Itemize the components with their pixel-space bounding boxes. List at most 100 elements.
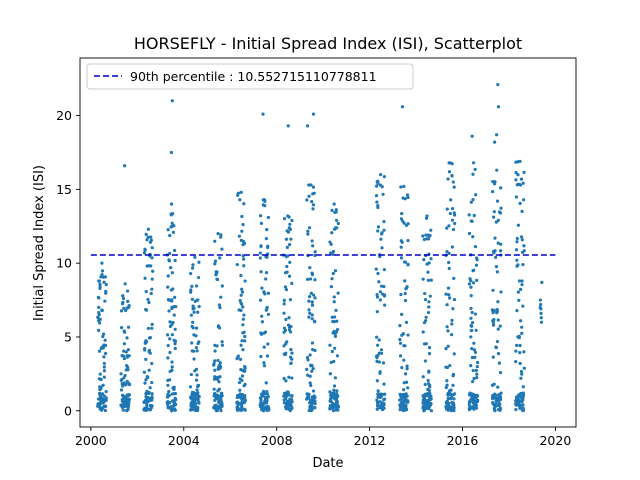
data-point — [399, 256, 404, 260]
data-point — [119, 372, 123, 376]
data-point — [307, 194, 311, 198]
data-point — [421, 277, 425, 281]
data-point — [313, 278, 317, 282]
data-point — [266, 215, 271, 220]
data-point — [378, 406, 382, 410]
data-point — [495, 199, 500, 203]
data-point — [491, 323, 496, 327]
data-point — [236, 355, 240, 359]
data-point — [470, 219, 474, 223]
data-point — [472, 348, 477, 352]
data-point — [103, 351, 108, 356]
data-point — [497, 393, 502, 398]
data-point — [171, 230, 176, 234]
data-point — [282, 401, 286, 405]
data-point — [150, 256, 154, 260]
data-point — [496, 398, 500, 402]
data-point — [286, 254, 290, 258]
data-point — [313, 399, 317, 403]
data-point — [514, 160, 518, 164]
data-point — [240, 398, 244, 402]
data-point — [335, 408, 339, 412]
data-point — [213, 349, 217, 353]
data-point — [264, 381, 268, 385]
data-point — [516, 263, 520, 267]
data-point — [125, 393, 129, 397]
data-point — [124, 308, 128, 313]
data-point — [219, 233, 223, 237]
data-point — [404, 407, 408, 411]
data-point — [100, 269, 105, 273]
data-point — [517, 279, 522, 283]
data-point — [289, 399, 293, 403]
data-point — [429, 409, 434, 413]
data-point — [333, 334, 338, 338]
data-point — [98, 285, 102, 289]
data-point — [518, 287, 523, 291]
data-point — [220, 343, 224, 347]
data-point — [451, 307, 455, 311]
data-point — [282, 298, 286, 302]
data-point — [142, 370, 146, 374]
data-point — [491, 179, 495, 184]
data-point — [167, 389, 171, 394]
data-point — [492, 210, 496, 214]
data-point — [474, 263, 479, 267]
data-point — [240, 290, 245, 294]
data-point — [170, 224, 174, 229]
data-point — [446, 393, 450, 397]
data-point — [403, 279, 407, 283]
data-point — [195, 298, 199, 302]
data-point — [126, 380, 130, 385]
data-point — [259, 332, 264, 336]
data-point — [471, 198, 475, 202]
data-point — [289, 403, 293, 408]
data-point — [307, 308, 311, 312]
data-point — [444, 292, 448, 296]
data-point — [444, 347, 448, 351]
outlier-point — [400, 105, 405, 109]
data-point — [122, 376, 126, 380]
plot-frame — [79, 57, 577, 428]
data-point — [399, 217, 404, 221]
data-point — [452, 352, 456, 356]
data-point — [147, 300, 151, 305]
data-point — [189, 271, 193, 276]
data-point — [312, 191, 316, 195]
data-point — [382, 398, 386, 402]
data-point — [171, 287, 175, 291]
data-point — [124, 368, 128, 372]
data-point — [258, 403, 262, 407]
data-point — [496, 318, 500, 322]
data-point — [287, 243, 292, 247]
data-point — [264, 405, 268, 409]
data-point — [379, 237, 383, 241]
data-point — [447, 224, 451, 228]
data-point — [309, 383, 313, 388]
data-point — [447, 260, 451, 265]
data-point — [469, 364, 473, 368]
outlier-point — [286, 124, 290, 128]
data-point — [401, 196, 405, 200]
data-point — [450, 207, 455, 211]
data-point — [195, 388, 199, 392]
data-point — [165, 400, 169, 405]
data-point — [99, 397, 103, 401]
data-point — [450, 173, 454, 178]
data-point — [150, 361, 154, 366]
data-point — [282, 376, 286, 381]
data-point — [400, 333, 404, 337]
data-point — [143, 381, 147, 385]
legend-box — [86, 63, 414, 90]
data-point — [173, 248, 177, 253]
data-point — [448, 363, 452, 368]
data-point — [514, 178, 518, 182]
data-point — [173, 392, 178, 396]
data-point — [166, 383, 170, 387]
data-point — [402, 399, 406, 404]
data-point — [399, 401, 403, 406]
data-point — [239, 343, 243, 347]
data-point — [375, 356, 379, 360]
outlier-point — [261, 112, 265, 116]
data-point — [240, 214, 244, 219]
